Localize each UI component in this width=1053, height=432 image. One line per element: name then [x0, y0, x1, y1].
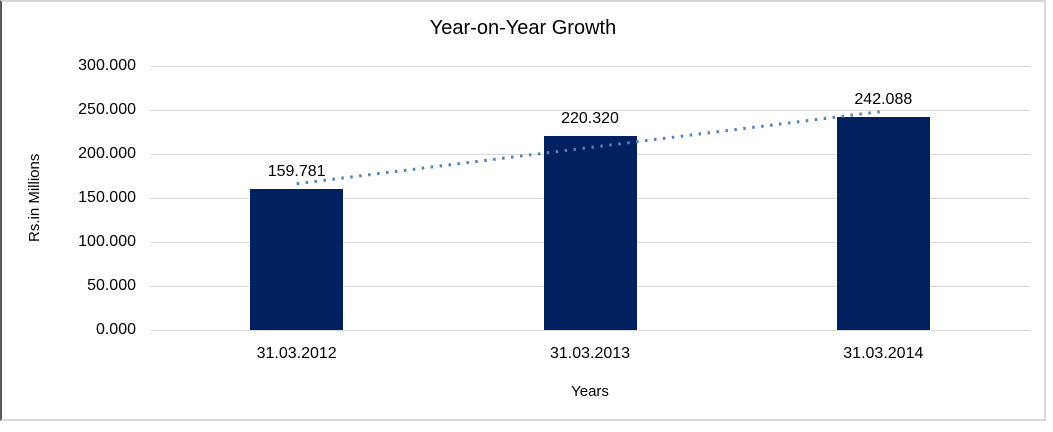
x-tick-label: 31.03.2012 — [256, 345, 337, 362]
y-tick-label: 0.000 — [95, 321, 136, 338]
gridline — [150, 65, 1030, 67]
x-axis-tick-labels: 31.03.2012 31.03.2013 31.03.2014 — [150, 344, 1030, 364]
y-tick-label: 200.000 — [78, 145, 136, 162]
gridline — [150, 329, 1030, 331]
x-tick-label: 31.03.2014 — [843, 345, 924, 362]
trendline-dotted — [296, 109, 884, 186]
x-axis-title: Years — [571, 383, 609, 400]
bar — [543, 136, 637, 330]
chart-title: Year-on-Year Growth — [429, 17, 617, 39]
y-tick-label: 50.000 — [87, 277, 136, 294]
gridline — [150, 109, 1030, 111]
y-tick-label: 300.000 — [78, 57, 136, 74]
bar — [836, 116, 930, 330]
y-axis-tick-labels: 0.000 50.000 100.000 150.000 200.000 250.000 3… — [0, 57, 136, 338]
bar-value-label: 220.320 — [561, 110, 619, 128]
y-tick-label: 150.000 — [78, 189, 136, 206]
bar-value-label: 159.781 — [267, 163, 326, 181]
bar-value-label: 242.088 — [854, 90, 913, 108]
y-tick-label: 100.000 — [78, 233, 136, 250]
y-tick-label: 250.000 — [78, 101, 136, 118]
plot-area: 159.781 220.320 242.088 — [150, 65, 1030, 331]
bar — [250, 189, 344, 330]
x-tick-label: 31.03.2013 — [549, 345, 631, 362]
